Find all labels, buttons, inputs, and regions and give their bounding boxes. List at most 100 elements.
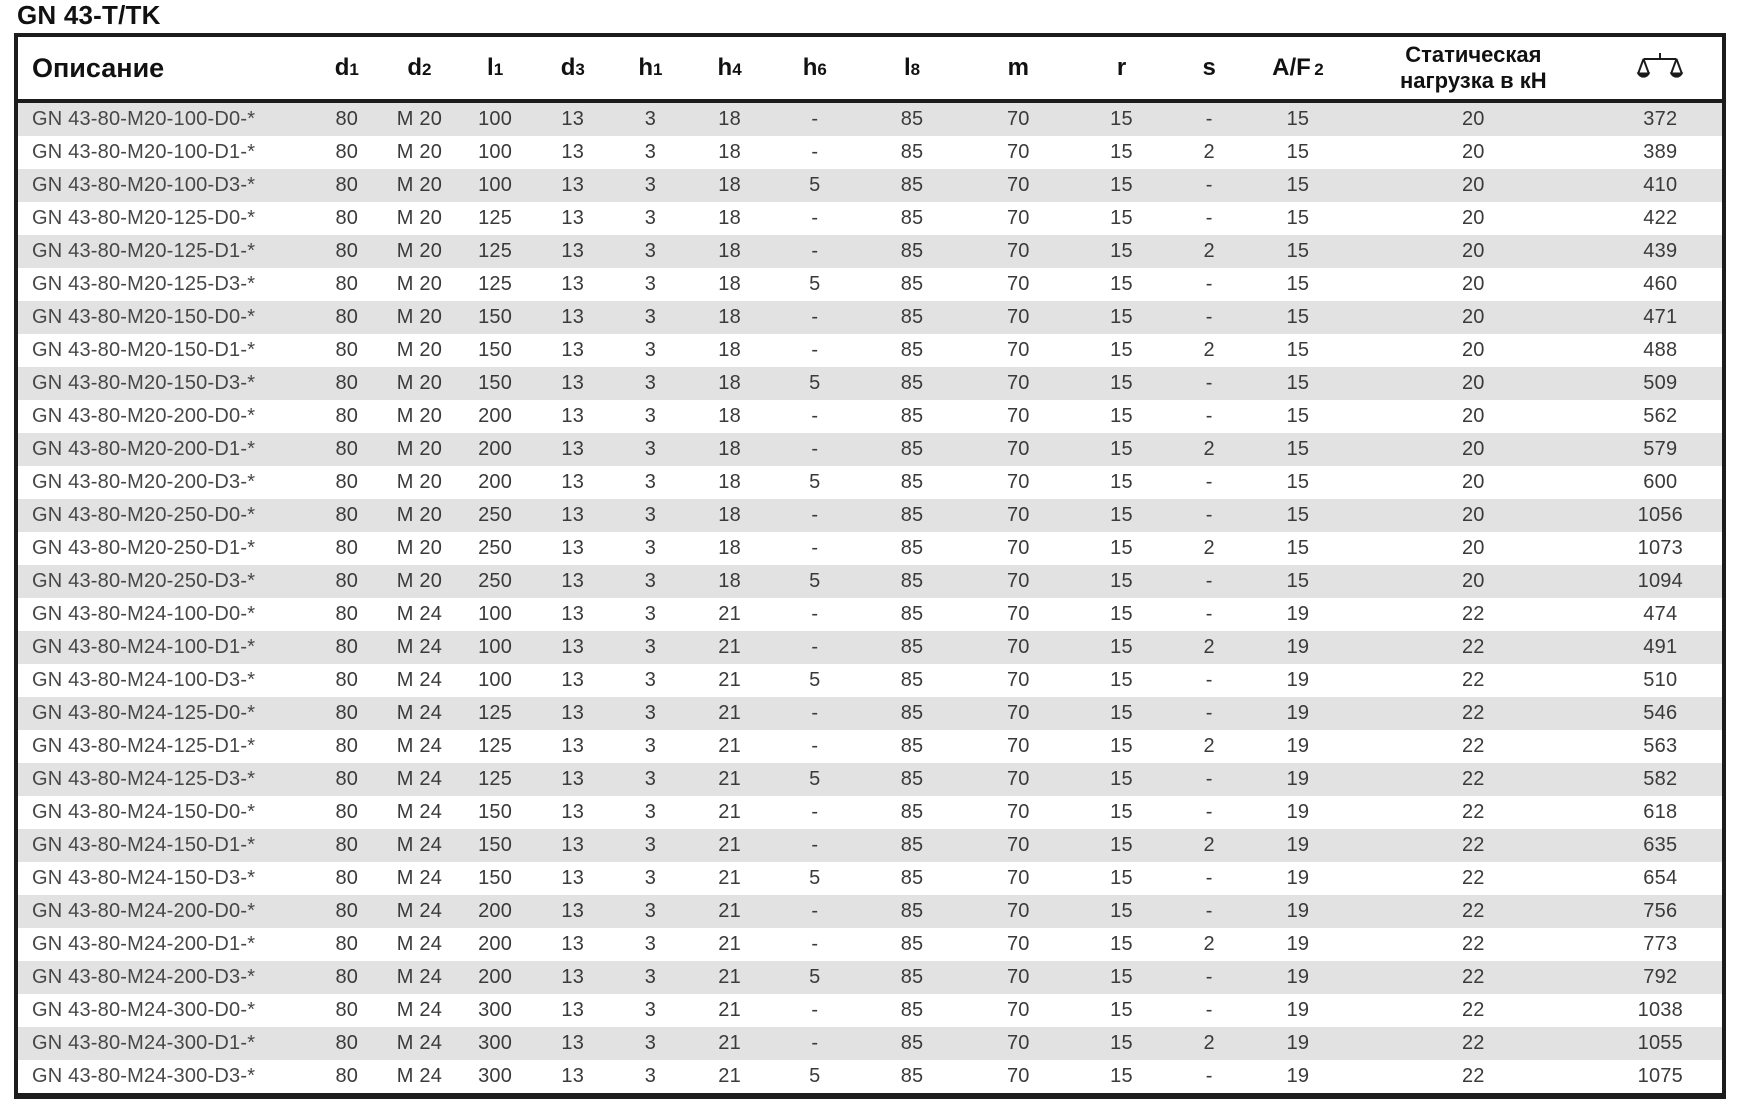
value-cell: 5 <box>809 768 821 790</box>
value-cell: 15 <box>1110 504 1133 526</box>
value-cell: 18 <box>718 405 741 427</box>
value-cell: 19 <box>1286 933 1310 955</box>
value-cell: 22 <box>1461 834 1485 856</box>
value-cell: 15 <box>1286 207 1310 229</box>
column-header-d3: d3 <box>534 35 612 103</box>
value-cell: 21 <box>718 867 741 889</box>
description-cell: GN 43-80-M24-300-D1-* <box>32 1032 256 1054</box>
value-cell: 15 <box>1286 438 1310 460</box>
table-row: GN 43-80-M20-200-D3-* 80 M 20 200 13 3 18 5 85 70… <box>16 466 1724 499</box>
table-row: GN 43-80-M24-150-D3-* 80 M 24 150 13 3 21 5 85 70… <box>16 862 1724 895</box>
value-cell: 5 <box>809 570 821 592</box>
value-cell: 80 <box>335 141 359 163</box>
value-cell: 80 <box>335 900 359 922</box>
value-cell: 70 <box>1006 1065 1030 1087</box>
value-cell: 20 <box>1461 471 1485 493</box>
value-cell: M 24 <box>396 933 443 955</box>
column-header-h1: h1 <box>611 35 690 103</box>
value-cell: 70 <box>1006 801 1030 823</box>
value-cell: 70 <box>1006 306 1030 328</box>
description-cell: GN 43-80-M24-125-D1-* <box>32 735 256 757</box>
value-cell: M 20 <box>396 339 443 361</box>
value-cell: 70 <box>1006 372 1030 394</box>
table-row: GN 43-80-M20-200-D0-* 80 M 20 200 13 3 18 - 85 70… <box>16 400 1724 433</box>
value-cell: M 20 <box>396 471 443 493</box>
value-cell: 3 <box>644 306 657 328</box>
description-cell: GN 43-80-M24-125-D0-* <box>32 702 256 724</box>
value-cell: 3 <box>644 438 657 460</box>
value-cell: - <box>1205 570 1213 592</box>
value-cell: 13 <box>561 372 585 394</box>
value-cell: 13 <box>561 603 585 625</box>
value-cell: 19 <box>1286 603 1310 625</box>
value-cell: 5 <box>809 471 821 493</box>
value-cell: 70 <box>1006 570 1030 592</box>
value-cell: 2 <box>1203 339 1215 361</box>
column-header-s: s <box>1170 35 1248 103</box>
value-cell: 2 <box>1203 1032 1215 1054</box>
value-cell: 70 <box>1006 207 1030 229</box>
value-cell: - <box>811 405 819 427</box>
description-cell: GN 43-80-M20-100-D3-* <box>32 174 256 196</box>
value-cell: 200 <box>478 900 513 922</box>
value-cell: 3 <box>644 1065 657 1087</box>
value-cell: 19 <box>1286 900 1310 922</box>
value-cell: 2 <box>1203 636 1215 658</box>
value-cell: 15 <box>1110 372 1133 394</box>
value-cell: 100 <box>478 669 513 691</box>
value-cell: 562 <box>1643 405 1678 427</box>
table-row: GN 43-80-M20-125-D0-* 80 M 20 125 13 3 18 - 85 70… <box>16 202 1724 235</box>
description-cell: GN 43-80-M20-150-D3-* <box>32 372 256 394</box>
value-cell: 70 <box>1006 768 1030 790</box>
value-cell: 80 <box>335 174 359 196</box>
table-row: GN 43-80-M20-125-D3-* 80 M 20 125 13 3 18 5 85 70… <box>16 268 1724 301</box>
value-cell: M 20 <box>396 108 443 130</box>
value-cell: 15 <box>1110 537 1133 559</box>
value-cell: 15 <box>1110 867 1133 889</box>
description-cell: GN 43-80-M20-250-D1-* <box>32 537 256 559</box>
value-cell: 22 <box>1461 933 1485 955</box>
value-cell: 20 <box>1461 108 1485 130</box>
table-row: GN 43-80-M20-150-D3-* 80 M 20 150 13 3 18 5 85 70… <box>16 367 1724 400</box>
value-cell: 150 <box>478 867 513 889</box>
value-cell: 15 <box>1286 372 1310 394</box>
table-row: GN 43-80-M24-200-D1-* 80 M 24 200 13 3 21 - 85 70… <box>16 928 1724 961</box>
value-cell: M 24 <box>396 768 443 790</box>
value-cell: 15 <box>1110 768 1133 790</box>
value-cell: M 20 <box>396 405 443 427</box>
value-cell: 80 <box>335 339 359 361</box>
value-cell: 19 <box>1286 702 1310 724</box>
value-cell: 20 <box>1461 405 1485 427</box>
value-cell: 15 <box>1110 273 1133 295</box>
column-header-weight <box>1598 35 1724 103</box>
table-row: GN 43-80-M24-100-D1-* 80 M 24 100 13 3 21 - 85 70… <box>16 631 1724 664</box>
value-cell: 70 <box>1006 1032 1030 1054</box>
table-row: GN 43-80-M24-125-D0-* 80 M 24 125 13 3 21 - 85 70… <box>16 697 1724 730</box>
description-cell: GN 43-80-M24-150-D0-* <box>32 801 256 823</box>
value-cell: 3 <box>644 1032 657 1054</box>
value-cell: 85 <box>900 306 924 328</box>
value-cell: 22 <box>1461 900 1485 922</box>
value-cell: - <box>1205 999 1213 1021</box>
value-cell: 80 <box>335 933 359 955</box>
value-cell: M 20 <box>396 207 443 229</box>
value-cell: 756 <box>1643 900 1678 922</box>
value-cell: - <box>1205 801 1213 823</box>
value-cell: 85 <box>900 339 924 361</box>
value-cell: 70 <box>1006 174 1030 196</box>
value-cell: 15 <box>1110 1032 1133 1054</box>
description-cell: GN 43-80-M24-200-D0-* <box>32 900 256 922</box>
value-cell: 618 <box>1643 801 1678 823</box>
value-cell: M 24 <box>396 702 443 724</box>
value-cell: 22 <box>1461 867 1485 889</box>
value-cell: 15 <box>1286 504 1310 526</box>
value-cell: 410 <box>1643 174 1678 196</box>
value-cell: 22 <box>1461 768 1485 790</box>
column-header-description: Описание <box>16 35 311 103</box>
value-cell: 85 <box>900 405 924 427</box>
value-cell: - <box>811 900 819 922</box>
value-cell: 21 <box>718 603 741 625</box>
value-cell: 85 <box>900 1065 924 1087</box>
value-cell: 85 <box>900 933 924 955</box>
value-cell: 85 <box>900 966 924 988</box>
